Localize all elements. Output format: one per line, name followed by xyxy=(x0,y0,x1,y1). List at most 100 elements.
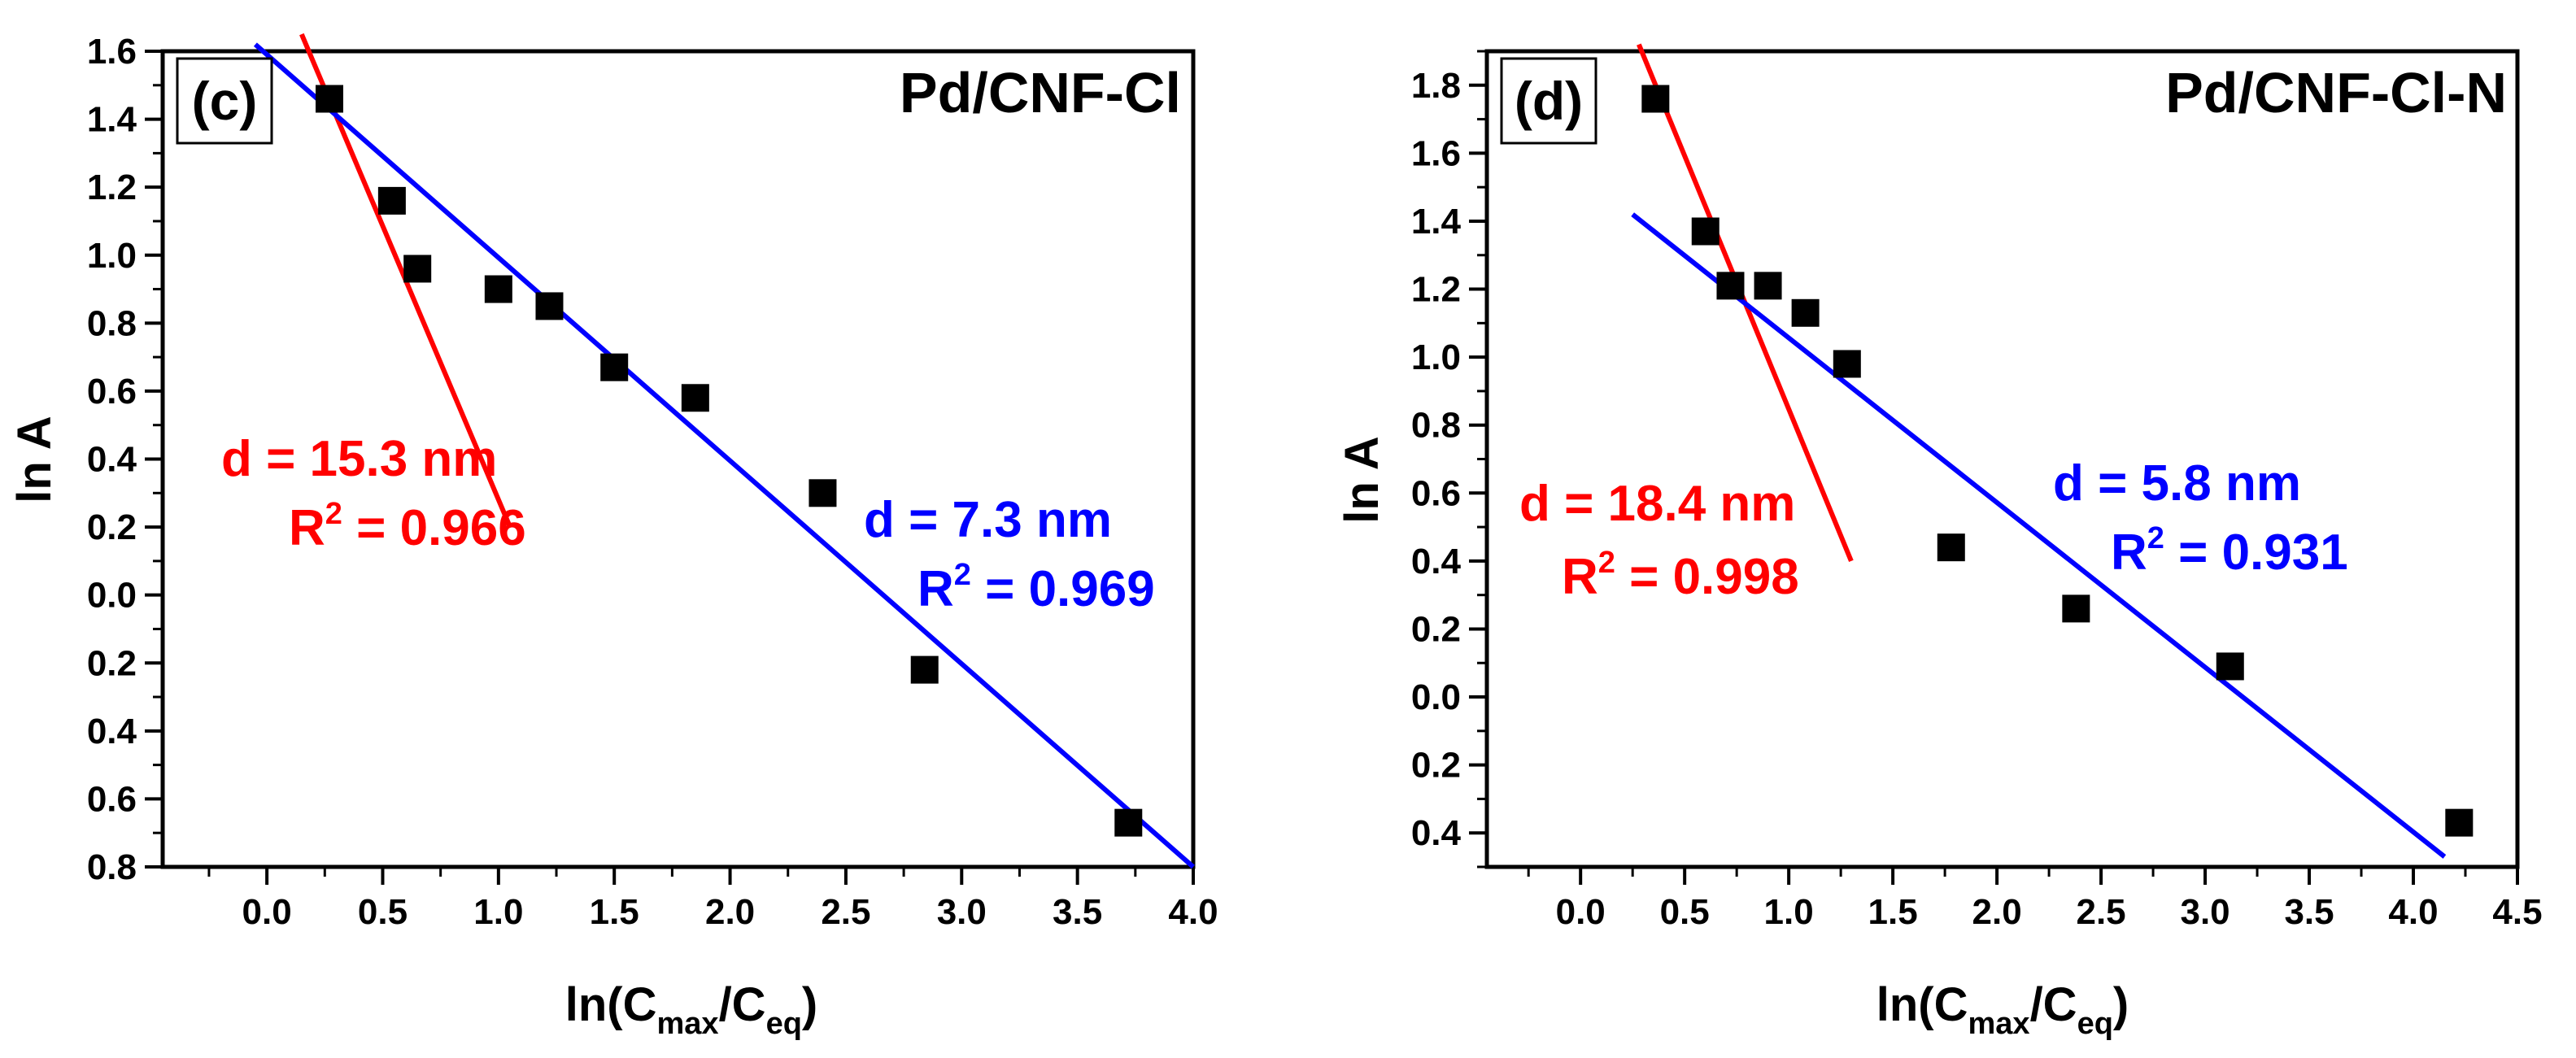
x-tick-label: 1.5 xyxy=(1868,892,1918,932)
y-tick-label: 0.2 xyxy=(1411,609,1461,649)
annotation-value: = 0.931 xyxy=(2164,525,2348,581)
data-point xyxy=(2216,652,2244,681)
plot-frame xyxy=(1484,49,2520,869)
x-axis-label: ln(Cmax/Ceq) xyxy=(565,978,818,1041)
data-point xyxy=(484,275,512,303)
y-tick-label: 0.8 xyxy=(1411,406,1461,446)
panel-label: (c) xyxy=(192,71,258,131)
x-axis-label-subscript: max xyxy=(1968,1007,2030,1041)
data-point xyxy=(910,655,939,684)
x-tick-label: 4.0 xyxy=(2388,892,2438,932)
y-tick-label: 0.0 xyxy=(1411,677,1461,717)
data-point xyxy=(1791,298,1820,327)
y-tick-label: 0.2 xyxy=(87,643,137,683)
annotation-value: = 0.969 xyxy=(971,561,1155,617)
chart-panel-1: 0.0 0.5 1.0 1.5 2.0 2.5 3.0 3.5 4.0 0.8 0.6 0.4 0.2 0… xyxy=(8,32,1218,1041)
x-tick-label: 0.0 xyxy=(1556,892,1606,932)
x-axis-label-part: ln(C xyxy=(1876,978,1968,1031)
y-tick-label: 0.6 xyxy=(87,779,137,819)
data-point xyxy=(1833,350,1861,378)
x-tick-label: 1.0 xyxy=(1764,892,1814,932)
data-point xyxy=(535,292,564,320)
annotation-value: = 0.966 xyxy=(342,500,526,556)
panel-label: (d) xyxy=(1515,71,1583,131)
blue-fit-line xyxy=(1631,212,2447,859)
red-d-annotation: d = 18.4 nm xyxy=(1519,476,1795,532)
data-point xyxy=(1937,533,1965,562)
x-axis-label: ln(Cmax/Ceq) xyxy=(1876,978,2129,1041)
data-point xyxy=(600,353,629,381)
x-tick-label: 2.0 xyxy=(705,892,755,932)
y-tick-label: 0.2 xyxy=(87,507,137,547)
x-axis-label-part: /C xyxy=(719,978,766,1031)
x-axis-label-part: ln(C xyxy=(565,978,657,1031)
y-tick-label: 1.0 xyxy=(87,236,137,276)
y-tick-label: 0.4 xyxy=(1411,542,1462,581)
y-tick-label: 0.4 xyxy=(87,712,137,751)
y-tick-label: 1.8 xyxy=(1411,66,1461,106)
x-axis-label-subscript: eq xyxy=(766,1007,802,1041)
x-tick-label: 0.5 xyxy=(1660,892,1710,932)
annotation-value: = 0.998 xyxy=(1615,549,1799,605)
annotation-base: R xyxy=(289,500,325,556)
y-tick-label: 0.8 xyxy=(87,303,137,343)
blue-r2-annotation: R2 = 0.969 xyxy=(918,558,1155,617)
y-tick-label: 0.2 xyxy=(1411,746,1461,786)
x-tick-label: 2.5 xyxy=(821,892,870,932)
blue-d-annotation: d = 7.3 nm xyxy=(864,492,1112,548)
data-point xyxy=(1114,808,1143,837)
annotation-superscript: 2 xyxy=(954,558,971,592)
x-tick-label: 0.0 xyxy=(242,892,292,932)
data-point xyxy=(377,186,406,215)
blue-d-annotation: d = 5.8 nm xyxy=(2053,455,2301,512)
y-axis-label: ln A xyxy=(8,416,61,503)
data-point xyxy=(1641,85,1670,113)
data-point xyxy=(1716,272,1745,300)
y-tick-label: 1.2 xyxy=(87,168,137,207)
y-tick-label: 0.4 xyxy=(87,440,137,480)
data-point xyxy=(809,479,837,507)
data-point xyxy=(1754,272,1782,300)
annotation-base: R xyxy=(918,561,954,617)
red-d-annotation: d = 15.3 nm xyxy=(221,431,497,487)
x-tick-label: 4.5 xyxy=(2492,892,2542,932)
x-axis-label-subscript: eq xyxy=(2077,1007,2113,1041)
data-point xyxy=(681,384,709,412)
annotation-superscript: 2 xyxy=(2147,521,2164,555)
x-tick-label: 4.0 xyxy=(1168,892,1218,932)
y-tick-label: 0.0 xyxy=(87,576,137,616)
chart-title: Pd/CNF-Cl-N xyxy=(2165,61,2507,124)
y-axis-label: ln A xyxy=(1336,436,1388,523)
annotation-superscript: 2 xyxy=(1598,546,1615,580)
x-tick-label: 3.5 xyxy=(1053,892,1102,932)
red-r2-annotation: R2 = 0.998 xyxy=(1562,546,1799,605)
y-tick-label: 1.6 xyxy=(1411,133,1461,173)
y-tick-label: 0.6 xyxy=(87,372,137,411)
x-tick-label: 2.0 xyxy=(1972,892,2022,932)
y-tick-label: 0.8 xyxy=(87,847,137,887)
y-tick-label: 1.2 xyxy=(1411,270,1461,310)
x-tick-label: 3.5 xyxy=(2284,892,2334,932)
x-axis-label-part: ) xyxy=(2113,978,2129,1031)
annotation-base: R xyxy=(1562,549,1598,605)
annotation-base: R xyxy=(2111,525,2147,581)
data-point xyxy=(2445,808,2474,837)
x-tick-label: 3.0 xyxy=(937,892,987,932)
x-axis-label-part: /C xyxy=(2030,978,2077,1031)
y-tick-label: 1.0 xyxy=(1411,337,1461,377)
y-tick-label: 0.6 xyxy=(1411,473,1461,513)
y-tick-label: 1.4 xyxy=(1411,202,1462,242)
chart-title: Pd/CNF-Cl xyxy=(900,61,1181,124)
y-tick-label: 1.4 xyxy=(87,100,137,140)
x-axis-label-subscript: max xyxy=(657,1007,719,1041)
chart-panel-2: 0.0 0.5 1.0 1.5 2.0 2.5 3.0 3.5 4.0 4.5 0.4 0.2 0.0 0… xyxy=(1336,43,2543,1041)
x-tick-label: 2.5 xyxy=(2076,892,2125,932)
data-point xyxy=(2062,594,2090,623)
panel-label-box xyxy=(176,57,273,145)
annotation-superscript: 2 xyxy=(325,497,342,531)
x-tick-label: 0.5 xyxy=(358,892,408,932)
blue-r2-annotation: R2 = 0.931 xyxy=(2111,521,2348,581)
red-r2-annotation: R2 = 0.966 xyxy=(289,497,526,556)
x-tick-label: 3.0 xyxy=(2180,892,2229,932)
